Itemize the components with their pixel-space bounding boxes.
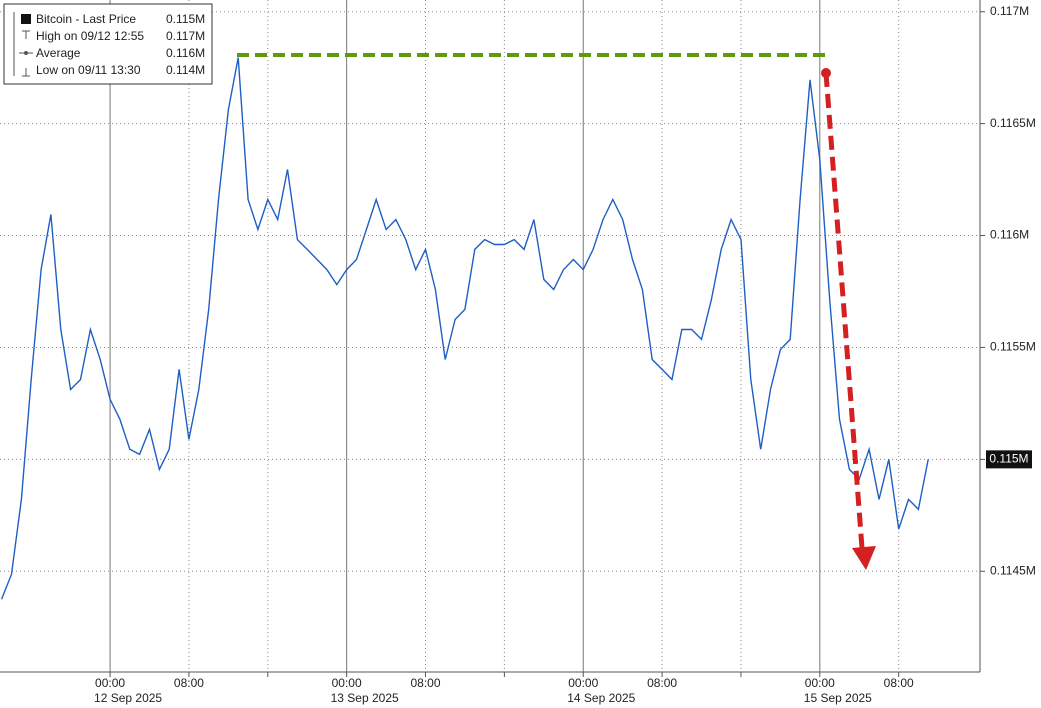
y-tick-label: 0.1155M <box>990 340 1036 354</box>
y-tick-label: 0.1165M <box>990 116 1036 130</box>
legend-value: 0.115M <box>166 12 205 26</box>
x-tick-label: 00:00 <box>95 676 125 690</box>
last-price-tag <box>986 450 1032 469</box>
legend-icon <box>13 12 30 76</box>
x-tick-label: 08:00 <box>884 676 914 690</box>
y-tick-label: 0.116M <box>990 228 1029 242</box>
x-tick-label: 08:00 <box>410 676 440 690</box>
x-tick-label: 00:00 <box>568 676 598 690</box>
y-tick-label: 0.1145M <box>990 563 1036 577</box>
legend-swatch <box>21 14 31 24</box>
x-tick-label: 00:00 <box>805 676 835 690</box>
price-line <box>0 57 929 600</box>
x-group-label: 14 Sep 2025 <box>567 691 635 705</box>
drop-arrow <box>823 72 865 549</box>
x-tick-label: 08:00 <box>174 676 204 690</box>
legend-label: Low on 09/11 13:30 <box>36 63 141 77</box>
grid <box>0 0 980 672</box>
y-tick-label: 0.117M <box>990 4 1029 18</box>
legend-label: Bitcoin - Last Price <box>36 12 136 26</box>
legend: Bitcoin - Last Price 0.115M High on 09/1… <box>3 3 213 85</box>
last-price-label: 0.115M <box>989 452 1028 466</box>
legend-icon <box>22 68 30 77</box>
arrow-head <box>852 546 876 570</box>
legend-value: 0.114M <box>166 63 205 77</box>
x-group-label: 12 Sep 2025 <box>94 691 162 705</box>
legend-box <box>3 3 213 85</box>
legend-label: Average <box>36 46 81 60</box>
arrow-start <box>821 68 831 78</box>
legend-value: 0.116M <box>166 46 205 60</box>
x-tick-label: 00:00 <box>332 676 362 690</box>
plot <box>0 57 929 600</box>
legend-label: High on 09/12 12:55 <box>36 29 144 43</box>
x-tick-label: 08:00 <box>647 676 677 690</box>
legend-value: 0.117M <box>166 29 205 43</box>
x-group-label: 15 Sep 2025 <box>804 691 872 705</box>
x-group-label: 13 Sep 2025 <box>331 691 399 705</box>
legend-icon <box>24 51 28 55</box>
